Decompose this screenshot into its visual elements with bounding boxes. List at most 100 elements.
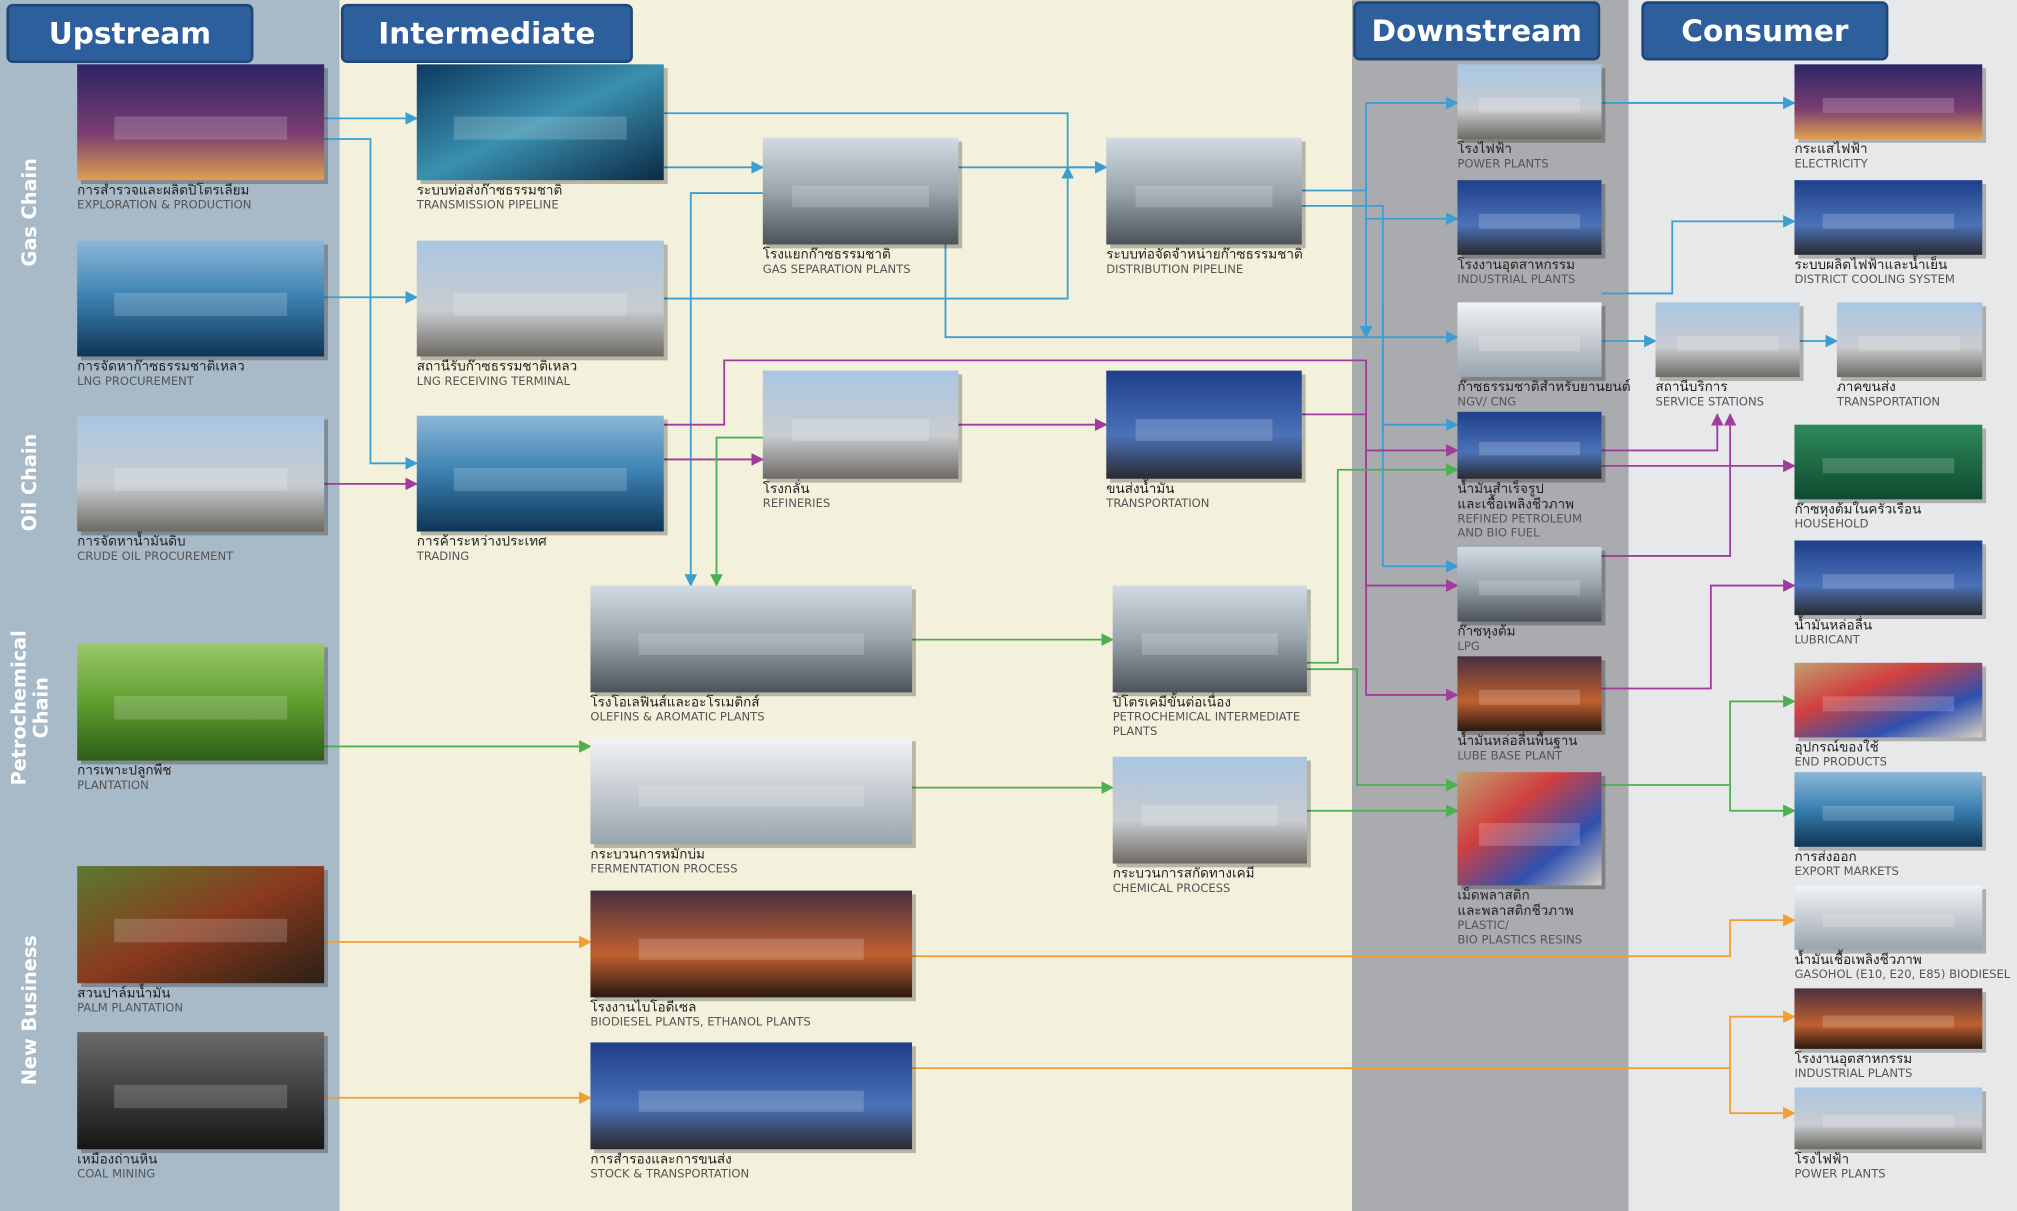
node-thai-label: น้ำมันหล่อลื่น — [1794, 614, 1872, 633]
node-thai-label: กระบวนการหมักบ่ม — [590, 846, 704, 862]
section-header: Downstream — [1372, 14, 1582, 48]
node-image-detail — [114, 468, 287, 491]
node-english-label: INDUSTRIAL PLANTS — [1794, 1066, 1912, 1080]
node-thai-label: การเพาะปลูกพืช — [77, 763, 171, 779]
value-chain-diagram: Upstream Intermediate Downstream Consumer Ga… — [0, 0, 2017, 1211]
node-thai-label: ก๊าซธรรมชาติสำหรับยานยนต์ — [1457, 378, 1630, 395]
node-thai-label: เม็ดพลาสติก — [1457, 886, 1529, 904]
node-english-label: AND BIO FUEL — [1457, 526, 1540, 540]
node-image-detail — [114, 293, 287, 316]
node-image-detail — [114, 696, 287, 719]
node-image-detail — [639, 785, 864, 806]
node-thai-label: โรงงานอุตสาหกรรม — [1794, 1050, 1912, 1067]
node-image-detail — [454, 116, 627, 139]
node-english-label: REFINED PETROLEUM — [1457, 511, 1582, 525]
node-image-detail — [1479, 823, 1580, 846]
node-image-detail — [1677, 336, 1778, 351]
node-english-label: FERMENTATION PROCESS — [590, 862, 737, 876]
node-english-label: LNG PROCUREMENT — [77, 374, 195, 388]
node-english-label: TRANSMISSION PIPELINE — [416, 197, 559, 211]
node-english-label: TRANSPORTATION — [1836, 394, 1940, 408]
node-english-label: TRADING — [416, 549, 469, 563]
node-english-label: PETROCHEMICAL INTERMEDIATE — [1113, 710, 1300, 724]
node-image-detail — [1142, 634, 1278, 655]
node-image-detail — [454, 293, 627, 316]
node-thai-label: การค้าระหว่างประเทศ — [417, 534, 547, 550]
node-thai-label: น้ำมันหล่อลื่นพื้นฐาน — [1457, 730, 1577, 749]
node-image-detail — [1479, 442, 1580, 455]
section-header: Consumer — [1681, 14, 1849, 48]
node-thai-label: ระบบผลิตไฟฟ้าและน้ำเย็น — [1794, 254, 1947, 273]
node-english-label: SERVICE STATIONS — [1656, 394, 1764, 408]
node-english-label: TRANSPORTATION — [1105, 496, 1209, 510]
node-english-label: NGV/ CNG — [1457, 394, 1516, 408]
node-image-detail — [1823, 696, 1954, 711]
node-thai-label: การจัดหาก๊าซธรรมชาติเหลว — [77, 359, 245, 375]
node-thai-label: และเชื้อเพลิงชีวภาพ — [1457, 493, 1574, 512]
node-image-detail — [1823, 98, 1954, 113]
chain-label: New Business — [18, 935, 41, 1085]
node-image-detail — [1823, 574, 1954, 589]
node-thai-label: โรงไฟฟ้า — [1794, 1150, 1849, 1167]
node-thai-label: ระบบท่อจัดจำหน่ายก๊าซธรรมชาติ — [1106, 247, 1302, 263]
node-image-detail — [1823, 1115, 1954, 1127]
node-english-label: GASOHOL (E10, E20, E85) BIODIESEL — [1794, 967, 2010, 981]
node-thai-label: ปิโตรเคมีขั้นต่อเนื่อง — [1112, 692, 1231, 711]
node-english-label: POWER PLANTS — [1794, 1167, 1885, 1181]
node-thai-label: โรงโอเลฟินส์และอะโรเมติกส์ — [590, 694, 759, 711]
node-english-label: GAS SEPARATION PLANTS — [763, 262, 911, 276]
node-image-detail — [1823, 214, 1954, 229]
node-image-detail — [454, 468, 627, 491]
node-english-label: REFINERIES — [763, 496, 830, 510]
node-image-detail — [1479, 581, 1580, 596]
node-thai-label: ขนส่งน้ำมัน — [1106, 478, 1174, 497]
node-thai-label: ระบบท่อส่งก๊าซธรรมชาติ — [417, 182, 563, 198]
node-thai-label: การสำรวจและผลิตปิโตรเลียม — [77, 181, 249, 198]
node-thai-label: การส่งออก — [1794, 849, 1856, 865]
node-image-detail — [1142, 805, 1278, 826]
node-thai-label: โรงไฟฟ้า — [1457, 140, 1512, 157]
node-thai-label: สวนปาล์มน้ำมัน — [77, 982, 170, 1001]
node-image-detail — [639, 939, 864, 960]
node-image-detail — [792, 419, 929, 441]
node-thai-label: น้ำมันสำเร็จรูป — [1457, 478, 1543, 497]
chain-label: Petrochemical — [8, 630, 31, 785]
node-english-label: POWER PLANTS — [1457, 156, 1548, 170]
node-thai-label: โรงงานอุตสาหกรรม — [1457, 256, 1575, 273]
node-english-label: ELECTRICITY — [1794, 156, 1868, 170]
section-header: Upstream — [49, 17, 211, 51]
node-thai-label: สถานีบริการ — [1656, 379, 1728, 395]
node-thai-label: และพลาสติกชีวภาพ — [1457, 903, 1573, 919]
node-english-label: EXPLORATION & PRODUCTION — [77, 197, 251, 211]
node-english-label: END PRODUCTS — [1794, 755, 1886, 769]
node-english-label: LPG — [1457, 639, 1479, 653]
node-english-label: BIODIESEL PLANTS, ETHANOL PLANTS — [590, 1015, 810, 1029]
node-english-label: HOUSEHOLD — [1794, 517, 1868, 531]
node-thai-label: ก๊าซหุงต้ม — [1457, 624, 1515, 640]
node-english-label: LNG RECEIVING TERMINAL — [417, 374, 571, 388]
node-thai-label: ภาคขนส่ง — [1837, 379, 1896, 395]
chain-label: Gas Chain — [18, 158, 41, 266]
node-image-detail — [639, 1090, 864, 1111]
chain-label: Chain — [30, 677, 53, 738]
node-thai-label: โรงงานไบโอดีเซล — [590, 999, 696, 1016]
node-image-detail — [1479, 98, 1580, 113]
node-english-label: DISTRIBUTION PIPELINE — [1106, 262, 1243, 276]
node-image-detail — [1136, 186, 1273, 207]
node-image-detail — [1823, 806, 1954, 821]
node-thai-label: กระบวนการสกัดทางเคมี — [1113, 866, 1255, 882]
node-english-label: INDUSTRIAL PLANTS — [1457, 272, 1575, 286]
node-image-detail — [639, 634, 864, 655]
node-thai-label: โรงแยกก๊าซธรรมชาติ — [763, 246, 891, 263]
node-english-label: STOCK & TRANSPORTATION — [590, 1167, 749, 1181]
node-english-label: CRUDE OIL PROCUREMENT — [77, 549, 234, 563]
node-english-label: OLEFINS & AROMATIC PLANTS — [590, 710, 764, 724]
node-image-detail — [1859, 336, 1961, 351]
node-image-detail — [1823, 914, 1954, 927]
node-english-label: PLASTIC/ — [1457, 918, 1508, 932]
node-thai-label: อุปกรณ์ของใช้ — [1794, 739, 1878, 756]
section-header: Intermediate — [378, 17, 595, 51]
node-thai-label: เหมืองถ่านหิน — [77, 1151, 157, 1167]
node-english-label: PLANTATION — [77, 778, 149, 792]
node-english-label: DISTRICT COOLING SYSTEM — [1794, 272, 1954, 286]
